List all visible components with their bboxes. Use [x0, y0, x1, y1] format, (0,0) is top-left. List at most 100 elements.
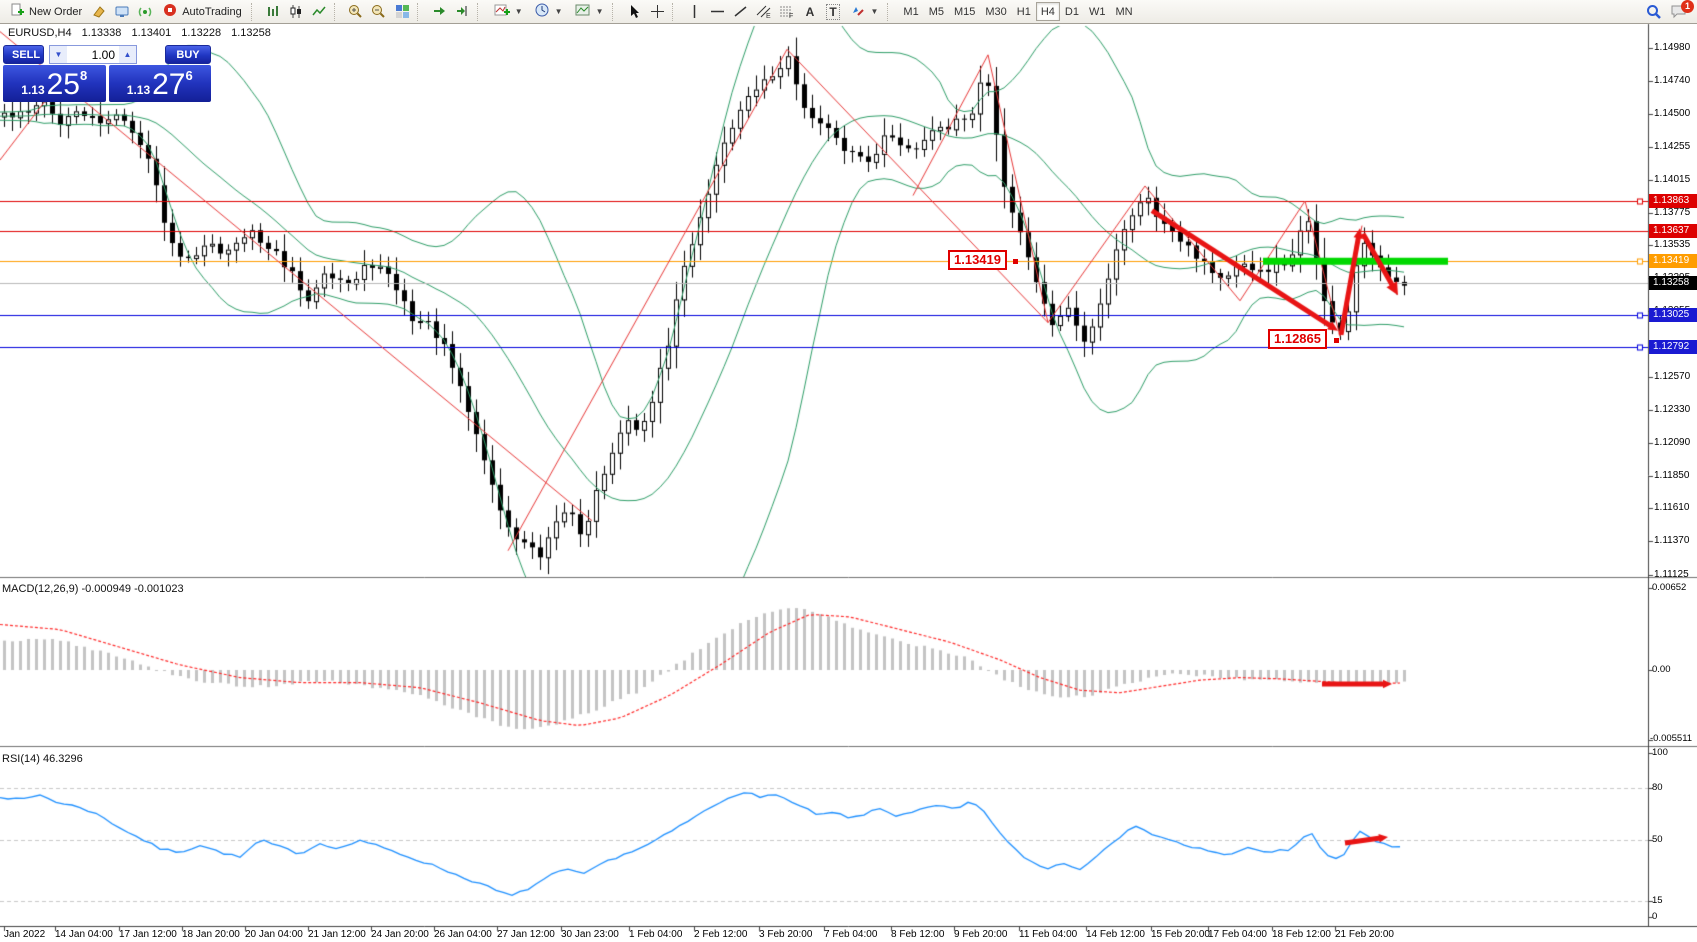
time-axis-label: 3 Feb 20:00: [759, 929, 813, 940]
price-axis-plate: 1.13419: [1649, 254, 1697, 269]
text-icon-glyph: A: [805, 4, 815, 19]
zoom-out-icon[interactable]: [368, 2, 391, 22]
trendline-icon[interactable]: [729, 2, 752, 22]
price-axis-tick: 1.12090: [1654, 436, 1691, 448]
chart-shift-icon[interactable]: [451, 2, 474, 22]
timeframe-button-MN[interactable]: MN: [1110, 2, 1137, 21]
price-axis-tick: 1.14500: [1654, 107, 1691, 119]
price-axis-tick: 1.11850: [1654, 469, 1690, 481]
buy-price-big: 27: [152, 68, 186, 101]
timeframe-button-M15[interactable]: M15: [949, 2, 980, 21]
styler-icon[interactable]: [88, 2, 111, 22]
autotrading-button[interactable]: AutoTrading: [157, 2, 248, 22]
fibonacci-icon[interactable]: F: [775, 2, 798, 22]
volume-increase-button[interactable]: ▲: [119, 46, 136, 63]
dropdown-caret-icon: ▼: [514, 7, 523, 16]
price-axis-tick: 1.12330: [1654, 404, 1691, 416]
quote-close: 1.13258: [231, 27, 271, 39]
timeframe-button-M5[interactable]: M5: [924, 2, 949, 21]
time-axis-label: 15 Feb 20:00: [1151, 929, 1210, 940]
autotrading-label: AutoTrading: [182, 5, 242, 18]
toolbar-group-cursor: [623, 0, 669, 24]
timeframe-button-D1[interactable]: D1: [1060, 2, 1084, 21]
horizontal-line-icon[interactable]: [706, 2, 729, 22]
templates-button[interactable]: ▼: [569, 2, 610, 22]
signals-icon[interactable]: [134, 2, 157, 22]
price-axis-tick: 1.13775: [1654, 206, 1691, 218]
toolbar-separator: [250, 2, 258, 21]
quote-high: 1.13401: [131, 27, 172, 39]
price-axis-plate: 1.13025: [1649, 308, 1697, 323]
volume-stepper: ▼ 1.00 ▲: [49, 45, 137, 64]
auto-scroll-icon[interactable]: [428, 2, 451, 22]
arrows-icon: [850, 3, 865, 21]
candlestick-chart-icon[interactable]: [285, 2, 308, 22]
time-axis-label: 21 Feb 20:00: [1335, 929, 1394, 940]
quote-low: 1.13228: [181, 27, 222, 39]
price-axis-tick: 1.14015: [1654, 173, 1691, 185]
rsi-label: RSI(14) 46.3296: [2, 753, 83, 765]
resistance-annotation-box[interactable]: 1.13419: [948, 250, 1007, 270]
text-icon[interactable]: A: [798, 2, 821, 22]
toolbar-group-standard: New Order AutoTrading: [4, 0, 248, 24]
time-axis-label: 18 Feb 12:00: [1272, 929, 1331, 940]
toolbar-group-insert: ▼ ▼ ▼: [488, 0, 610, 24]
timeframe-button-H4[interactable]: H4: [1035, 2, 1060, 21]
rsi-scale-50: 50: [1652, 834, 1663, 845]
price-axis-plate: 1.13258: [1649, 276, 1697, 291]
toolbar-separator: [476, 2, 484, 21]
text-label-icon[interactable]: T: [821, 2, 844, 22]
one-click-trading-panel: SELL ▼ 1.00 ▲ BUY 1.13 25 8 1.13 27 6: [3, 45, 211, 102]
channel-icon[interactable]: E: [752, 2, 775, 22]
macd-scale-bottom: -0.005511: [1650, 733, 1693, 744]
toolbar-separator: [672, 2, 679, 21]
rsi-scale-100: 100: [1652, 747, 1668, 758]
arrows-button[interactable]: ▼: [844, 2, 884, 22]
volume-decrease-button[interactable]: ▼: [50, 46, 67, 63]
support-annotation-box[interactable]: 1.12865: [1268, 329, 1327, 349]
dropdown-caret-icon: ▼: [870, 7, 879, 16]
toolbar-group-chart-type: [262, 0, 331, 24]
buy-price-box[interactable]: 1.13 27 6: [108, 65, 211, 102]
crosshair-icon[interactable]: [646, 2, 669, 22]
periods-button[interactable]: ▼: [529, 2, 569, 22]
cursor-icon[interactable]: [623, 2, 646, 22]
toolbar-group-zoom: [345, 0, 414, 24]
sell-button[interactable]: SELL: [3, 45, 44, 64]
search-icon[interactable]: [1642, 2, 1665, 22]
zoom-in-icon[interactable]: [345, 2, 368, 22]
macd-scale-zero: 0.00: [1652, 664, 1671, 675]
tile-windows-icon[interactable]: [391, 2, 414, 22]
rsi-scale-15: 15: [1652, 895, 1663, 906]
toolbar-right: 1: [1642, 0, 1694, 22]
vertical-line-icon[interactable]: [683, 2, 706, 22]
volume-input[interactable]: 1.00: [91, 47, 115, 62]
line-chart-icon[interactable]: [308, 2, 331, 22]
price-axis-tick: 1.14980: [1654, 42, 1691, 53]
time-axis-label: 7 Feb 04:00: [824, 929, 878, 940]
bar-chart-icon[interactable]: [262, 2, 285, 22]
sell-price-box[interactable]: 1.13 25 8: [3, 65, 106, 102]
metaeditor-icon[interactable]: [111, 2, 134, 22]
toolbar-group-objects: E F A T ▼: [683, 0, 884, 24]
sell-price-big: 25: [46, 68, 80, 101]
chat-button[interactable]: 1: [1671, 0, 1694, 20]
timeframe-button-M1[interactable]: M1: [898, 2, 923, 21]
toolbar: New Order AutoTrading: [0, 0, 1697, 24]
timeframe-button-M30[interactable]: M30: [980, 2, 1011, 21]
indicators-button[interactable]: ▼: [488, 2, 529, 22]
macd-label: MACD(12,26,9) -0.000949 -0.001023: [2, 583, 184, 595]
timeframe-button-H1[interactable]: H1: [1012, 2, 1036, 21]
time-axis-label: 1 Feb 04:00: [629, 929, 683, 940]
timeframe-button-W1[interactable]: W1: [1084, 2, 1111, 21]
buy-button[interactable]: BUY: [165, 45, 211, 64]
price-axis-tick: 1.12570: [1654, 371, 1691, 383]
time-axis-label: 2 Feb 12:00: [694, 929, 748, 940]
svg-text:F: F: [789, 13, 793, 19]
buy-price-sup: 6: [185, 68, 193, 83]
rsi-scale-0: 0: [1652, 911, 1658, 922]
new-order-button[interactable]: New Order: [4, 2, 88, 22]
time-axis-label: 8 Feb 12:00: [891, 929, 945, 940]
